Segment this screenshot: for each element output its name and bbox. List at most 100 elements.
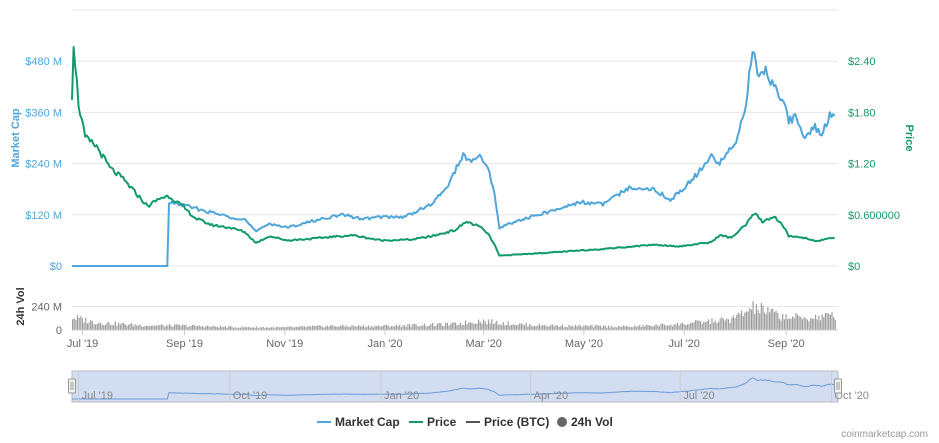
volume-bar	[834, 319, 836, 330]
legend-item-volume[interactable]: 24h Vol	[557, 415, 613, 429]
volume-bar	[584, 325, 587, 330]
volume-bar	[394, 326, 396, 330]
navigator-tick-label: Apr '20	[534, 390, 569, 402]
volume-bar	[519, 323, 521, 330]
volume-bar	[104, 324, 107, 330]
volume-bar	[246, 327, 248, 330]
volume-bar	[274, 328, 276, 330]
volume-bar	[252, 327, 254, 330]
navigator-handle-left[interactable]	[68, 378, 76, 394]
volume-bar	[647, 325, 649, 330]
right-axis-title: Price	[903, 125, 915, 152]
volume-bar	[165, 325, 167, 330]
volume-bar	[372, 327, 374, 330]
volume-bar	[305, 327, 307, 330]
volume-bar	[404, 325, 406, 330]
volume-bar	[392, 326, 394, 330]
volume-bar	[395, 324, 397, 330]
volume-bar	[680, 323, 682, 330]
volume-bar	[792, 316, 794, 330]
volume-bar	[662, 323, 664, 330]
volume-bar	[147, 326, 149, 330]
volume-bar	[132, 326, 134, 330]
volume-bar	[683, 324, 685, 330]
left-tick-label: $240 M	[25, 159, 62, 171]
volume-bar	[344, 326, 347, 330]
volume-bar	[754, 313, 756, 330]
legend-item-price[interactable]: Price	[409, 415, 457, 429]
volume-bar	[604, 325, 606, 330]
volume-bar	[459, 322, 462, 330]
volume-axis-title: 24h Vol	[15, 287, 27, 325]
volume-bar	[718, 321, 720, 330]
volume-bar	[213, 325, 215, 330]
volume-bar	[612, 327, 614, 330]
volume-bar	[803, 317, 805, 330]
navigator-handle-right[interactable]	[834, 378, 842, 394]
volume-bar	[287, 326, 289, 330]
volume-bar	[704, 322, 707, 330]
volume-bar	[243, 327, 245, 330]
volume-bar	[219, 325, 222, 330]
volume-bar	[435, 325, 437, 330]
legend-item-market-cap[interactable]: Market Cap	[317, 415, 400, 429]
navigator-tick-label: Jan '20	[384, 390, 419, 402]
volume-bar	[127, 324, 130, 330]
volume-bar	[231, 326, 233, 330]
volume-bar	[118, 322, 120, 330]
volume-bar	[525, 323, 527, 330]
volume-bar	[787, 318, 789, 330]
navigator-tick-label: Oct '20	[834, 390, 869, 402]
volume-bar	[530, 325, 532, 330]
x-tick-label: May '20	[565, 338, 603, 350]
navigator-window[interactable]	[71, 370, 839, 403]
volume-bar	[810, 318, 812, 330]
volume-bar	[116, 325, 118, 330]
volume-bar	[566, 327, 568, 330]
volume-bar	[501, 325, 503, 330]
volume-bar	[376, 326, 378, 330]
volume-bar	[617, 326, 619, 330]
volume-bar	[295, 326, 297, 330]
volume-bar	[463, 324, 465, 330]
legend[interactable]: Market Cap Price Price (BTC) 24h Vol	[317, 415, 613, 429]
volume-bar	[422, 325, 424, 330]
volume-bar	[678, 325, 680, 330]
volume-bar	[302, 326, 304, 330]
volume-bar	[476, 323, 478, 330]
volume-bar	[649, 325, 651, 330]
volume-bar	[371, 325, 373, 330]
volume-bar	[729, 322, 731, 330]
volume-bar	[622, 325, 624, 330]
volume-bar	[602, 325, 605, 330]
volume-bar	[412, 324, 414, 330]
volume-bar	[816, 319, 818, 330]
volume-bar	[119, 324, 121, 330]
volume-bar	[379, 326, 381, 330]
axes: $0 $120 M $240 M $360 M $480 M $0 $0.600000 $1.…	[10, 56, 915, 350]
volume-bar	[639, 325, 641, 330]
navigator[interactable]: Jul '19 Oct '19 Jan '20 Apr '20 Jul '20 Oct '…	[68, 370, 869, 403]
volume-bar	[560, 326, 562, 330]
volume-bar	[468, 322, 470, 330]
volume-bar	[192, 325, 194, 330]
volume-bar	[121, 323, 123, 330]
volume-bar	[783, 319, 785, 330]
volume-bar	[698, 320, 700, 330]
volume-bar	[266, 327, 268, 330]
legend-item-price-btc[interactable]: Price (BTC)	[466, 415, 549, 429]
volume-bar	[356, 326, 358, 330]
volume-bar	[727, 319, 730, 330]
volume-bar	[144, 326, 146, 330]
volume-bar	[257, 328, 259, 330]
volume-bar	[226, 327, 228, 330]
volume-bar	[413, 323, 416, 330]
volume-bar	[703, 321, 705, 330]
navigator-tick-label: Jul '19	[82, 390, 113, 402]
volume-bar	[423, 323, 425, 330]
volume-bar	[581, 327, 583, 330]
volume-bar	[626, 325, 628, 330]
volume-bar	[141, 326, 143, 330]
volume-bar	[438, 322, 440, 330]
volume-bar	[734, 318, 736, 330]
